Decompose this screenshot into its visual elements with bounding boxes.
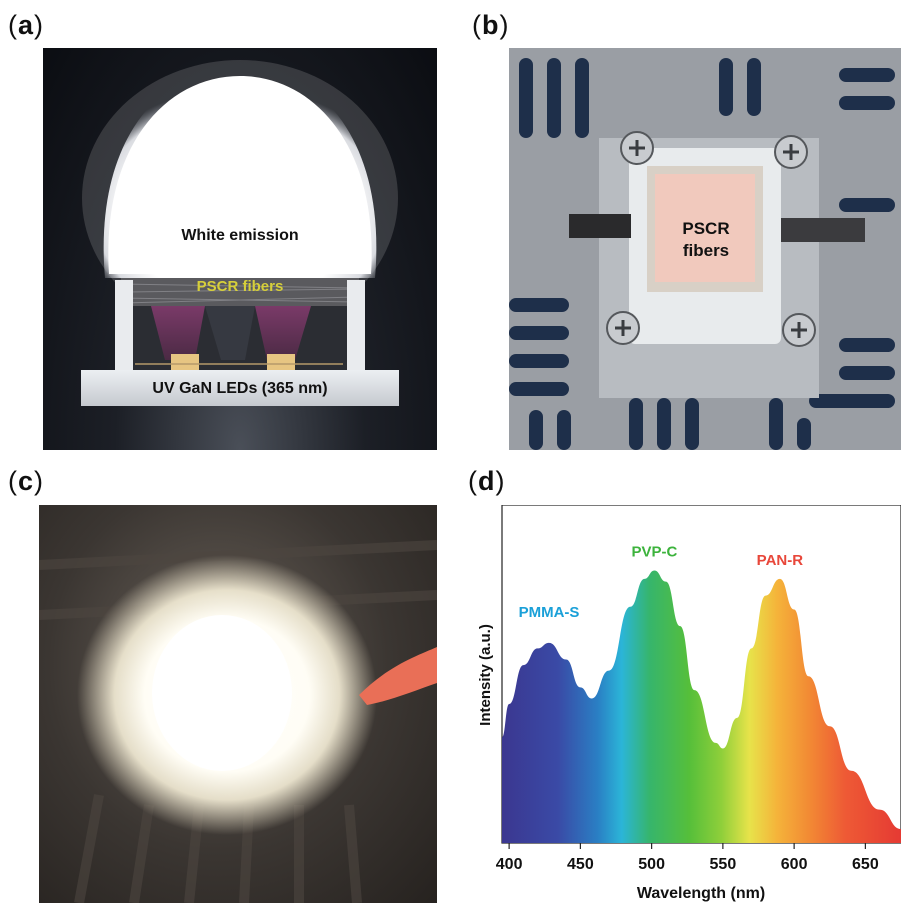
heatsink-photo-illustration	[509, 48, 901, 450]
pscr-label-line2: fibers	[682, 241, 730, 260]
uv-leds-label: UV GaN LEDs (365 nm)	[152, 380, 328, 397]
peak-label-pan-r: PAN-R	[757, 552, 804, 569]
panel-label-d: (d)	[468, 466, 506, 496]
glowing-led-illustration	[39, 540, 437, 903]
x-tick-label-550: 550	[710, 856, 737, 873]
panel-label-c: (c)	[8, 466, 45, 496]
x-tick-label-500: 500	[638, 856, 665, 873]
x-tick-label-600: 600	[781, 856, 808, 873]
pscr-fibers-label: PSCR fibers	[196, 278, 284, 295]
panel-d-emission-spectrum: 400 450 500 550 600 650 Wavelength (nm) Inten…	[440, 505, 901, 903]
x-tick-label-450: 450	[567, 856, 594, 873]
x-tick-label-650: 650	[852, 856, 879, 873]
panel-c-glowing-device-photo	[39, 505, 437, 903]
y-axis-label: Intensity (a.u.)	[477, 624, 494, 726]
pscr-fibers-chip-label: PSCR fibers	[645, 218, 767, 262]
x-tick-label-400: 400	[496, 856, 523, 873]
peak-label-pvp-c: PVP-C	[632, 544, 678, 561]
led-schematic-illustration	[81, 60, 399, 406]
spectrum-area	[502, 570, 901, 843]
panel-label-a: (a)	[8, 10, 45, 40]
panel-b-device-photo: PSCR fibers	[509, 48, 901, 450]
peak-label-pmma-s: PMMA-S	[519, 604, 580, 621]
x-axis-label: Wavelength (nm)	[637, 885, 765, 902]
white-emission-label: White emission	[181, 227, 299, 244]
spectrum-chart: 400 450 500 550 600 650 Wavelength (nm) Inten…	[477, 505, 901, 902]
panel-label-b: (b)	[472, 10, 510, 40]
pscr-label-line1: PSCR	[682, 219, 730, 238]
panel-a-led-schematic: White emission PSCR fibers UV GaN LEDs (…	[43, 48, 437, 450]
